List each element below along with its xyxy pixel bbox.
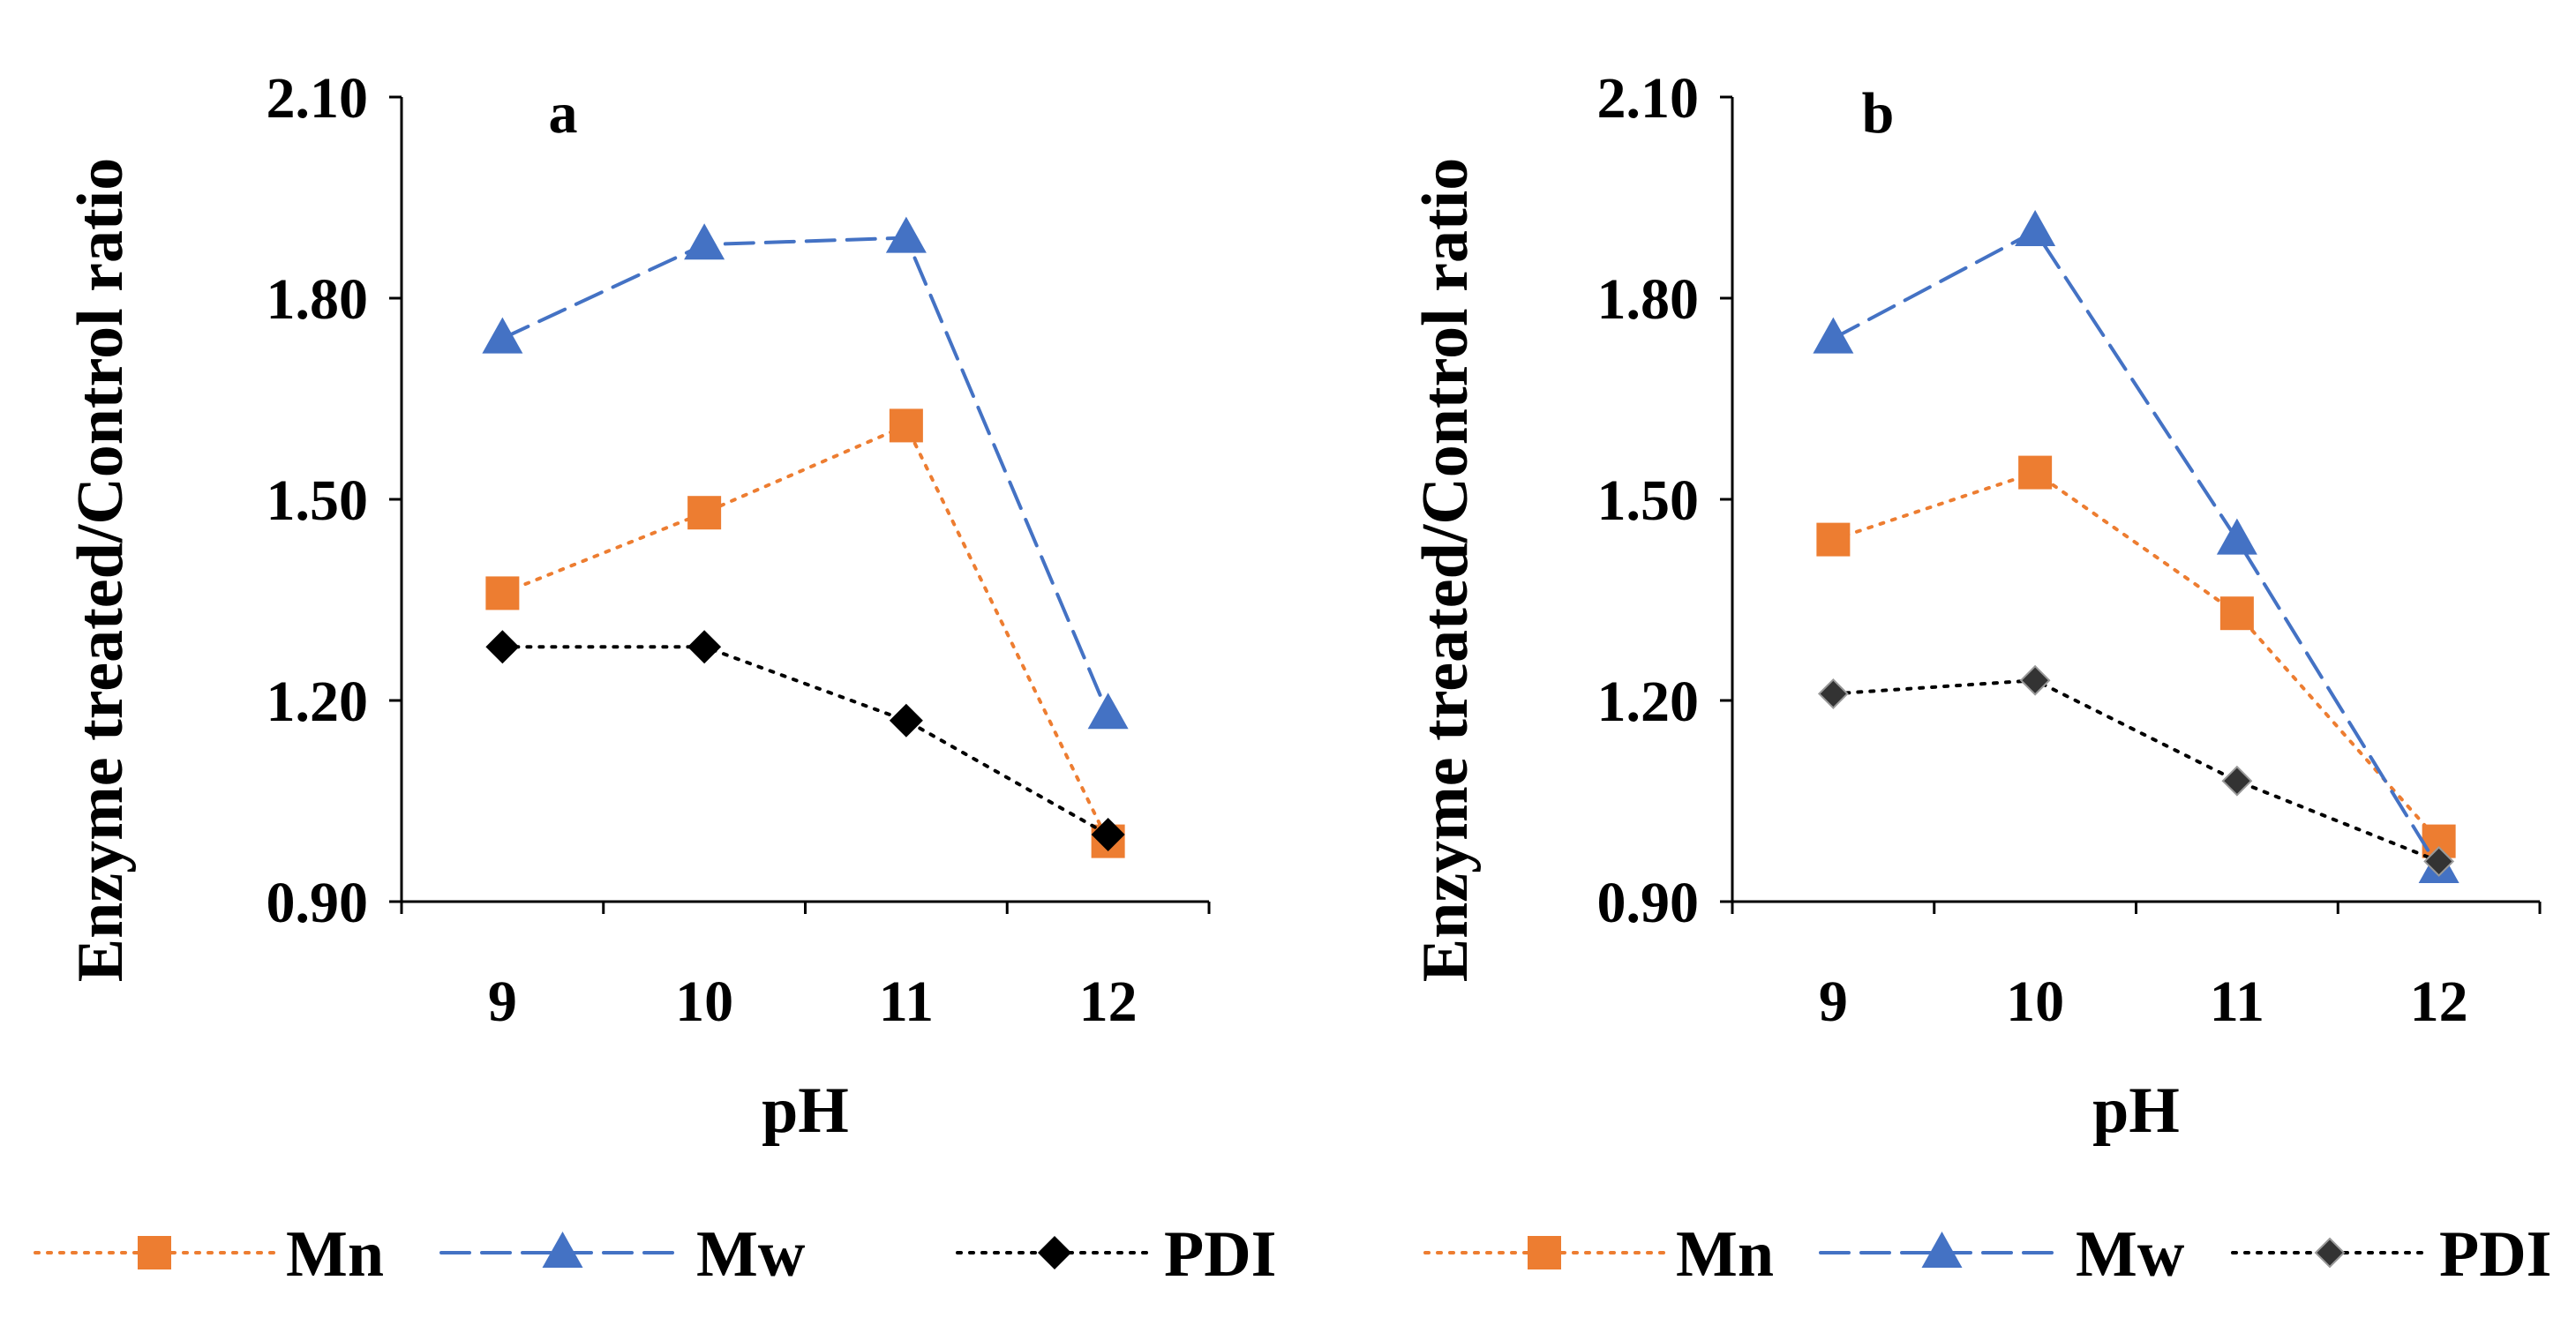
data-point-mn xyxy=(1816,522,1851,557)
data-point-pdi xyxy=(2221,765,2253,797)
legend-label-mw: Mw xyxy=(2076,1218,2185,1291)
series-line-pdi xyxy=(1831,678,2441,864)
data-point-mn xyxy=(687,496,722,530)
series-line-mw xyxy=(500,236,1110,716)
data-point-mw xyxy=(2015,210,2056,246)
legend-marker-mw xyxy=(542,1232,583,1268)
data-point-mw xyxy=(1813,317,1854,354)
y-tick-label: 2.10 xyxy=(267,66,369,131)
y-tick-label: 1.80 xyxy=(1597,267,1700,332)
series-line-mw xyxy=(1831,228,2441,870)
data-point-mw xyxy=(2216,518,2257,555)
chart-panel-b: 0.90 1.20 1.50 1.80 2.10 9 10 11 12 Enzyme treate… xyxy=(1409,66,2551,1291)
data-point-mw xyxy=(885,216,927,253)
data-point-mn xyxy=(889,408,923,443)
panel-letter: b xyxy=(1862,81,1895,146)
legend-label-pdi: PDI xyxy=(2439,1218,2551,1291)
data-point-pdi xyxy=(485,630,520,664)
x-tick-label: 12 xyxy=(1079,970,1138,1034)
data-point-pdi xyxy=(2019,664,2051,696)
legend-label-pdi: PDI xyxy=(1164,1218,1276,1291)
y-tick-label: 1.20 xyxy=(1597,670,1700,734)
legend-marker-pdi xyxy=(2314,1237,2346,1269)
panel-letter: a xyxy=(549,81,578,146)
y-axis-title: Enzyme treated/Control ratio xyxy=(64,158,137,982)
y-tick-label: 1.50 xyxy=(267,468,369,533)
y-tick-label: 2.10 xyxy=(1597,66,1700,131)
data-point-pdi xyxy=(1817,678,1849,709)
x-tick-label: 11 xyxy=(2210,970,2264,1034)
data-point-mn xyxy=(2018,455,2053,490)
y-tick-label: 0.90 xyxy=(267,871,369,935)
data-point-pdi xyxy=(889,703,923,738)
chart-panel-a: 0.90 1.20 1.50 1.80 2.10 9 10 11 12 Enzyme treate… xyxy=(34,66,1276,1291)
data-point-mn xyxy=(2219,596,2254,631)
data-point-mw xyxy=(1087,693,1129,730)
x-tick-label: 10 xyxy=(2006,970,2064,1034)
y-axis-title: Enzyme treated/Control ratio xyxy=(1409,158,1482,982)
legend-label-mn: Mn xyxy=(286,1218,384,1291)
legend-marker-pdi xyxy=(1038,1236,1071,1269)
x-tick-label: 12 xyxy=(2410,970,2468,1034)
series-line-mn xyxy=(1831,470,2441,843)
legend-marker-mn xyxy=(138,1236,171,1269)
x-tick-label: 9 xyxy=(1819,970,1848,1034)
y-tick-label: 1.80 xyxy=(267,267,369,332)
data-point-mw xyxy=(684,223,725,260)
legend-marker-mn xyxy=(1528,1236,1561,1269)
data-point-mn xyxy=(485,576,520,610)
x-tick-label: 11 xyxy=(879,970,934,1034)
data-point-pdi xyxy=(1091,818,1125,851)
y-tick-label: 0.90 xyxy=(1597,871,1700,935)
x-axis-title: pH xyxy=(2092,1075,2180,1147)
x-tick-label: 10 xyxy=(675,970,733,1034)
x-axis-title: pH xyxy=(762,1075,849,1147)
data-point-pdi xyxy=(687,630,722,664)
series-line-mn xyxy=(500,423,1110,843)
legend-label-mn: Mn xyxy=(1676,1218,1774,1291)
series-line-pdi xyxy=(500,645,1110,836)
y-tick-label: 1.50 xyxy=(1597,468,1700,533)
legend-label-mw: Mw xyxy=(696,1218,806,1291)
y-tick-label: 1.20 xyxy=(267,670,369,734)
legend-marker-mw xyxy=(1921,1232,1963,1268)
x-tick-label: 9 xyxy=(488,970,517,1034)
data-point-pdi xyxy=(2423,845,2455,877)
data-point-mw xyxy=(482,317,523,354)
